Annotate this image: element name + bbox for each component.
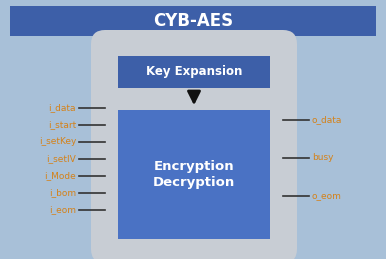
Text: CYB-AES: CYB-AES bbox=[153, 12, 233, 30]
FancyBboxPatch shape bbox=[118, 110, 270, 239]
Text: i_data: i_data bbox=[49, 104, 76, 112]
Text: i_start: i_start bbox=[48, 120, 76, 130]
FancyBboxPatch shape bbox=[10, 6, 376, 36]
Text: i_setKey: i_setKey bbox=[39, 138, 76, 147]
Text: busy: busy bbox=[312, 154, 334, 162]
Text: i_setIV: i_setIV bbox=[46, 155, 76, 163]
Text: o_data: o_data bbox=[312, 116, 342, 125]
Text: Decryption: Decryption bbox=[153, 176, 235, 189]
Text: o_eom: o_eom bbox=[312, 191, 342, 200]
Text: Key Expansion: Key Expansion bbox=[146, 66, 242, 78]
Text: i_eom: i_eom bbox=[49, 205, 76, 214]
Text: i_Mode: i_Mode bbox=[44, 171, 76, 181]
FancyBboxPatch shape bbox=[118, 56, 270, 88]
Text: i_bom: i_bom bbox=[49, 189, 76, 198]
Text: Encryption: Encryption bbox=[154, 160, 234, 173]
FancyBboxPatch shape bbox=[91, 30, 297, 259]
